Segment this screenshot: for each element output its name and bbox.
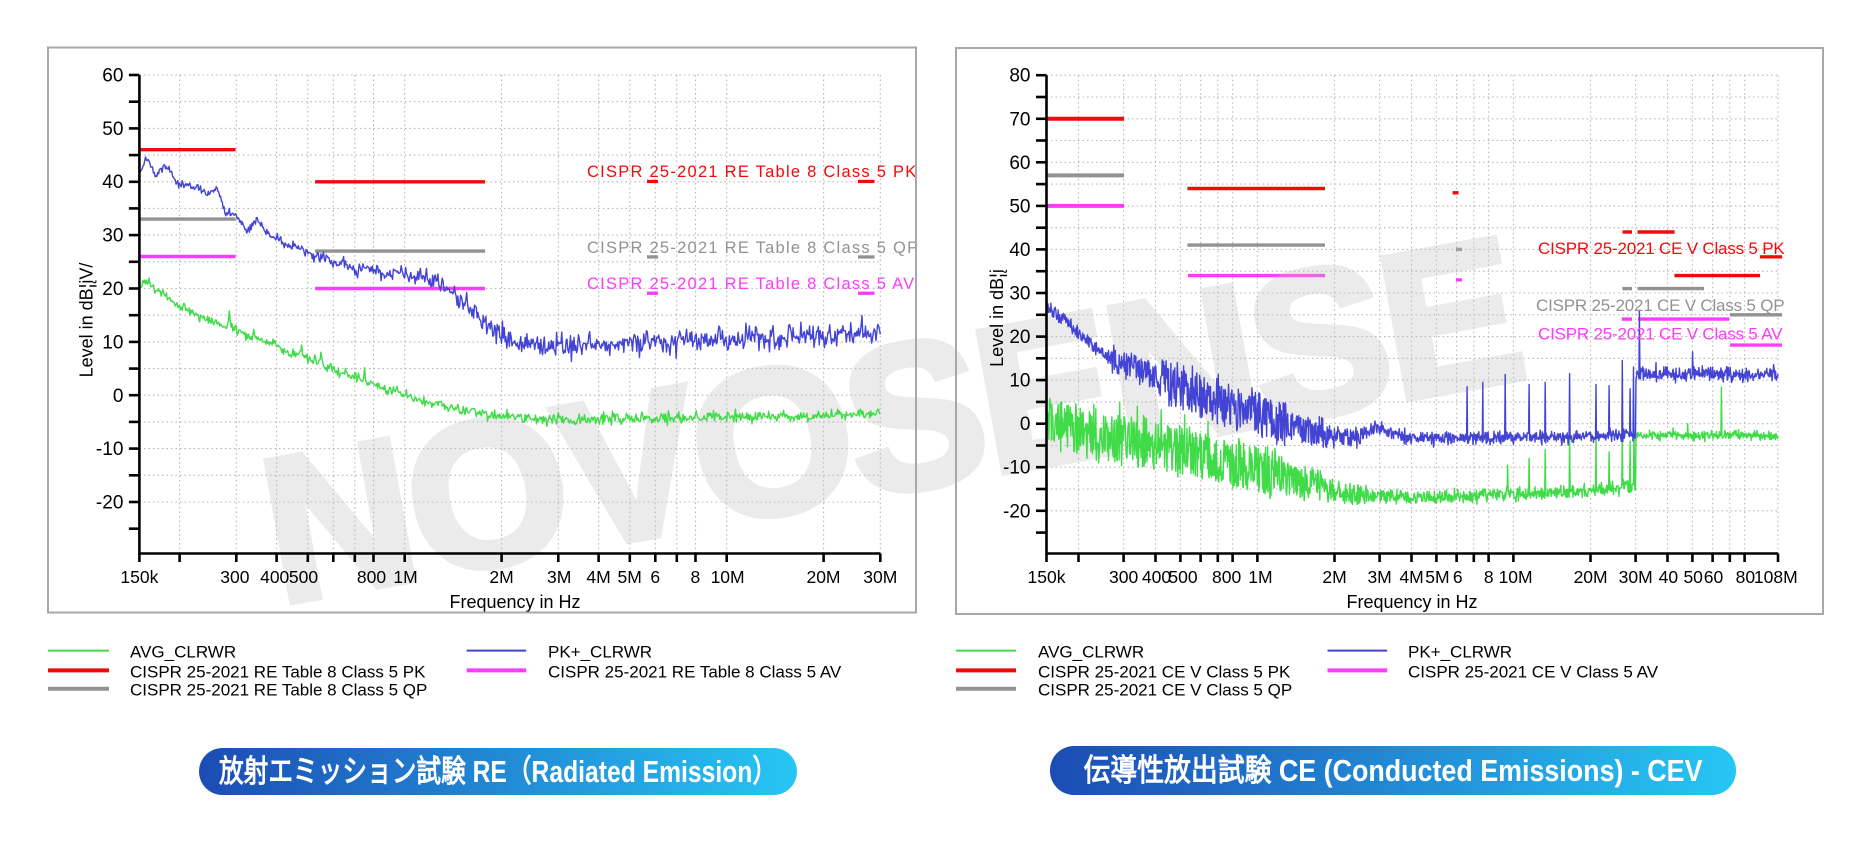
svg-text:70: 70	[1009, 109, 1030, 130]
svg-text:Frequency in Hz: Frequency in Hz	[449, 592, 580, 612]
svg-text:50: 50	[1683, 567, 1703, 587]
svg-text:CISPR 25-2021 RE Table 8 Class: CISPR 25-2021 RE Table 8 Class 5 QP	[587, 239, 919, 257]
svg-text:6: 6	[650, 567, 660, 587]
svg-text:500: 500	[289, 567, 318, 587]
svg-text:30M: 30M	[863, 567, 897, 587]
svg-text:40: 40	[1659, 567, 1679, 587]
svg-text:0: 0	[1020, 414, 1031, 435]
svg-text:Level in dB¦įV/: Level in dB¦įV/	[77, 263, 97, 378]
svg-text:50: 50	[102, 119, 123, 140]
svg-text:20M: 20M	[1574, 567, 1608, 587]
svg-text:40: 40	[1009, 240, 1030, 261]
svg-text:20: 20	[1009, 327, 1030, 348]
svg-text:60: 60	[1009, 153, 1030, 174]
svg-text:-10: -10	[1003, 458, 1030, 479]
svg-text:10: 10	[1009, 371, 1030, 392]
svg-text:300: 300	[1109, 567, 1138, 587]
svg-text:CISPR 25-2021 CE V Class 5 AV: CISPR 25-2021 CE V Class 5 AV	[1408, 662, 1659, 681]
svg-text:-10: -10	[96, 439, 123, 460]
svg-text:3M: 3M	[1367, 567, 1391, 587]
svg-text:60: 60	[1704, 567, 1724, 587]
svg-text:80: 80	[1009, 66, 1030, 87]
svg-text:40: 40	[102, 172, 123, 193]
svg-text:CISPR 25-2021 RE Table 8 Class: CISPR 25-2021 RE Table 8 Class 5 PK	[130, 662, 426, 681]
svg-text:30: 30	[102, 226, 123, 247]
svg-text:50: 50	[1009, 196, 1030, 217]
svg-text:CISPR 25-2021 CE V Class 5 QP: CISPR 25-2021 CE V Class 5 QP	[1536, 296, 1784, 315]
svg-text:10M: 10M	[711, 567, 745, 587]
svg-text:5M: 5M	[1425, 567, 1449, 587]
svg-text:PK+_CLRWR: PK+_CLRWR	[1408, 643, 1512, 662]
svg-text:20: 20	[102, 279, 123, 300]
svg-text:4M: 4M	[586, 567, 610, 587]
svg-text:CISPR 25-2021 RE Table 8 Class: CISPR 25-2021 RE Table 8 Class 5 QP	[130, 681, 427, 700]
svg-text:800: 800	[1212, 567, 1241, 587]
svg-text:5M: 5M	[618, 567, 642, 587]
svg-text:400: 400	[1142, 567, 1171, 587]
svg-text:60: 60	[102, 66, 123, 87]
svg-text:AVG_CLRWR: AVG_CLRWR	[1038, 643, 1144, 662]
svg-text:PK+_CLRWR: PK+_CLRWR	[548, 643, 652, 662]
svg-text:0: 0	[113, 386, 124, 407]
svg-text:30M: 30M	[1619, 567, 1653, 587]
svg-text:Frequency in Hz: Frequency in Hz	[1346, 592, 1477, 612]
svg-text:CISPR 25-2021 CE V Class 5 AV: CISPR 25-2021 CE V Class 5 AV	[1538, 325, 1783, 344]
svg-text:1M: 1M	[1248, 567, 1272, 587]
svg-text:4M: 4M	[1399, 567, 1423, 587]
svg-text:1M: 1M	[393, 567, 417, 587]
svg-text:CISPR 25-2021 CE V Class 5 QP: CISPR 25-2021 CE V Class 5 QP	[1038, 681, 1292, 700]
svg-text:300: 300	[220, 567, 249, 587]
svg-text:CISPR 25-2021 CE V Class 5 PK: CISPR 25-2021 CE V Class 5 PK	[1538, 239, 1785, 258]
svg-text:2M: 2M	[489, 567, 513, 587]
svg-text:8: 8	[691, 567, 701, 587]
svg-text:10M: 10M	[1499, 567, 1533, 587]
svg-text:400: 400	[260, 567, 289, 587]
svg-text:CISPR 25-2021 CE V Class 5 PK: CISPR 25-2021 CE V Class 5 PK	[1038, 662, 1291, 681]
svg-text:30: 30	[1009, 284, 1030, 305]
svg-text:CISPR 25-2021 RE Table 8 Class: CISPR 25-2021 RE Table 8 Class 5 PK	[587, 163, 918, 181]
svg-text:800: 800	[357, 567, 386, 587]
svg-text:150k: 150k	[120, 567, 158, 587]
svg-text:-20: -20	[96, 493, 123, 514]
svg-text:10: 10	[102, 332, 123, 353]
svg-text:Level in dB¦į: Level in dB¦į	[987, 269, 1007, 367]
svg-text:150k: 150k	[1028, 567, 1066, 587]
svg-text:CISPR 25-2021 RE Table 8 Class: CISPR 25-2021 RE Table 8 Class 5 AV	[548, 662, 842, 681]
svg-text:500: 500	[1168, 567, 1197, 587]
svg-text:AVG_CLRWR: AVG_CLRWR	[130, 643, 236, 662]
svg-text:3M: 3M	[547, 567, 571, 587]
svg-text:8: 8	[1484, 567, 1494, 587]
svg-text:CISPR 25-2021 RE Table 8 Class: CISPR 25-2021 RE Table 8 Class 5 AV	[587, 275, 915, 293]
svg-text:-20: -20	[1003, 501, 1030, 522]
svg-text:108M: 108M	[1754, 567, 1798, 587]
svg-text:2M: 2M	[1322, 567, 1346, 587]
svg-text:6: 6	[1453, 567, 1463, 587]
svg-text:80: 80	[1736, 567, 1756, 587]
svg-text:20M: 20M	[806, 567, 840, 587]
